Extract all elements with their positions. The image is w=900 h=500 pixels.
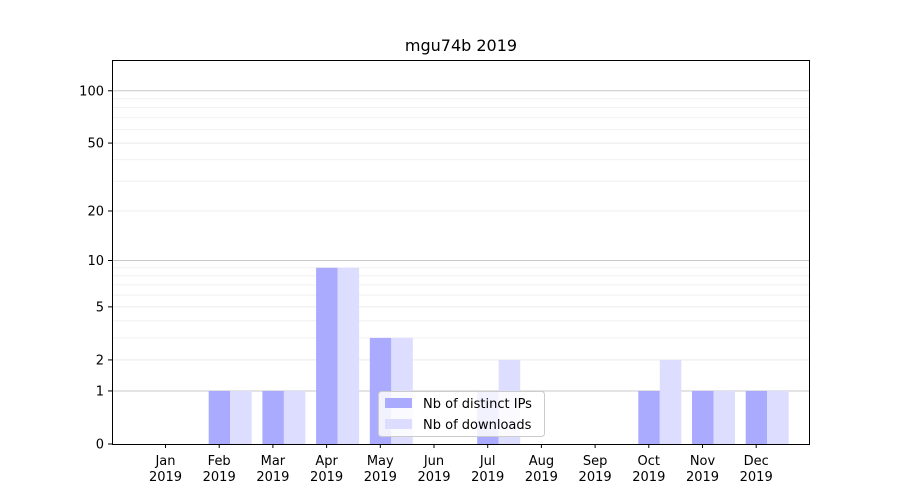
legend-swatch (385, 419, 412, 429)
x-tick-label-nov: Nov 2019 (686, 454, 719, 485)
bar-distinct-ips-nov (692, 390, 714, 444)
x-tick-label-jul: Jul 2019 (471, 454, 504, 485)
bar-downloads-feb (230, 390, 252, 444)
x-tick-label-aug: Aug 2019 (525, 454, 558, 485)
x-tick-label-jun: Jun 2019 (417, 454, 450, 485)
bar-distinct-ips-oct (638, 390, 660, 444)
y-tick-label: 0 (96, 438, 104, 453)
plot-frame (112, 60, 810, 445)
y-tick-label: 2 (96, 353, 104, 368)
x-tick-label-feb: Feb 2019 (203, 454, 236, 485)
y-tick-label: 100 (79, 84, 104, 99)
bar-downloads-dec (767, 390, 789, 444)
x-tick-label-jan: Jan 2019 (149, 454, 182, 485)
x-tick-label-may: May 2019 (364, 454, 397, 485)
legend-swatch (385, 398, 412, 408)
y-tick-label: 5 (96, 300, 104, 315)
legend: Nb of distinct IPs Nb of downloads (378, 391, 545, 437)
bar-downloads-apr (337, 267, 360, 444)
bar-distinct-ips-apr (316, 267, 338, 444)
x-tick-label-apr: Apr 2019 (310, 454, 343, 485)
bar-downloads-mar (283, 390, 306, 444)
x-tick-label-sep: Sep 2019 (579, 454, 612, 485)
y-tick-label: 1 (96, 384, 104, 399)
x-axis-ticks: Jan 2019 Feb 2019 Mar 2019 Apr 2019 May 2019 Jun 20… (149, 444, 773, 485)
x-tick-label-dec: Dec 2019 (740, 454, 773, 485)
bar-distinct-ips-mar (262, 390, 284, 444)
grid (112, 90, 809, 392)
bar-distinct-ips-dec (745, 390, 768, 444)
bar-distinct-ips-feb (208, 390, 231, 444)
bars (208, 267, 789, 444)
y-tick-label: 20 (87, 204, 104, 219)
chart-title: mgu74b 2019 (405, 36, 517, 55)
legend-label: Nb of distinct IPs (423, 397, 532, 412)
bar-downloads-nov (713, 390, 735, 444)
y-tick-label: 10 (87, 254, 104, 269)
x-tick-label-oct: Oct 2019 (632, 454, 665, 485)
y-tick-label: 50 (87, 137, 104, 152)
y-axis-ticks: 0 1 2 5 10 20 50 100 (79, 84, 112, 453)
bar-downloads-oct (659, 359, 682, 444)
legend-box (378, 391, 545, 437)
x-tick-label-mar: Mar 2019 (256, 454, 289, 485)
legend-label: Nb of downloads (423, 418, 532, 433)
